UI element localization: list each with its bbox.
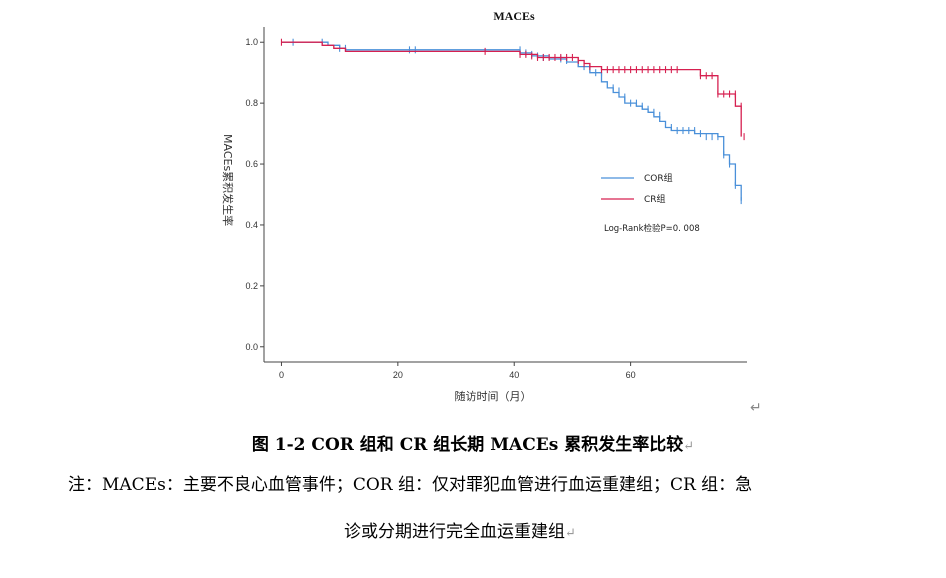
- y-tick-label: 0.6: [245, 159, 258, 169]
- km-chart: MACEs 0.00.20.40.60.81.00 20 40 60 COR组CR组 …: [221, 9, 747, 403]
- paragraph-mark: ↵: [565, 526, 576, 541]
- y-tick-label: 0.2: [245, 281, 258, 291]
- x-tick-label: 20: [393, 370, 403, 380]
- legend: COR组 CR组: [601, 172, 673, 205]
- y-tick-label: 0.4: [245, 220, 258, 230]
- paragraph-mark: ↵: [750, 400, 762, 416]
- x-axis-label: 随访时间（月）: [455, 389, 532, 403]
- figure-caption: 图 1-2 COR 组和 CR 组长期 MACEs 累积发生率比较↵: [0, 430, 946, 455]
- x-tick-label: 60: [626, 370, 636, 380]
- figure-note-line-2: 诊或分期进行完全血运重建组↵: [344, 517, 576, 542]
- figure-caption-text: 图 1-2 COR 组和 CR 组长期 MACEs 累积发生率比较: [251, 435, 684, 455]
- axes: 0.0 0.2 0.4 0.6 0.8 1.0 0 20 40 60: [245, 27, 747, 380]
- series-line: [281, 41, 742, 137]
- y-tick-label: 0.8: [245, 98, 258, 108]
- x-tick-label: 0: [279, 370, 284, 380]
- y-axis-label: MACEs累积发生率: [221, 134, 235, 226]
- paragraph-mark: ↵: [683, 439, 695, 454]
- legend-label: CR组: [644, 193, 666, 205]
- note-text-2: 诊或分期进行完全血运重建组: [344, 522, 565, 542]
- chart-title: MACEs: [493, 9, 535, 23]
- y-tick-label: 0.0: [245, 342, 258, 352]
- figure-note-line-1: 注：MACEs：主要不良心血管事件；COR 组：仅对罪犯血管进行血运重建组；CR…: [68, 470, 752, 495]
- x-tick-label: 40: [509, 370, 519, 380]
- note-text-1: 注：MACEs：主要不良心血管事件；COR 组：仅对罪犯血管进行血运重建组；CR…: [68, 475, 753, 495]
- y-tick-label: 1.0: [245, 37, 258, 47]
- log-rank-annotation: Log-Rank检验P=0. 008: [604, 223, 700, 234]
- series-layer: [280, 38, 745, 205]
- legend-label: COR组: [644, 172, 673, 184]
